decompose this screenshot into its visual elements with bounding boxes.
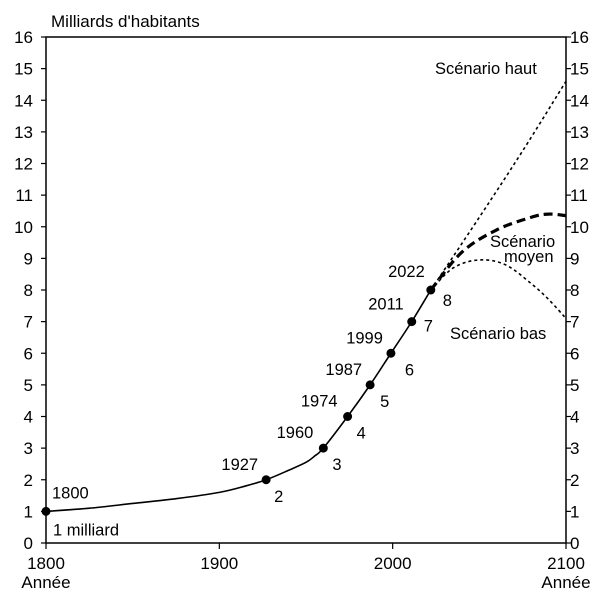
milestone-year-label: 1999 (346, 329, 383, 347)
milestone-point (261, 475, 271, 485)
annotation-scenario-moyen-line1: Scénario (490, 233, 555, 251)
y-tick-label-right: 4 (570, 408, 579, 427)
y-tick-label-left: 11 (15, 186, 33, 205)
milestone-year-label: 2022 (388, 263, 425, 281)
y-tick-label-right: 7 (570, 313, 579, 332)
y-tick-label-right: 8 (570, 281, 579, 300)
milestone-value-label: 8 (443, 292, 452, 310)
series-sc-nario-bas (430, 259, 567, 319)
x-tick-label: 1800 (27, 554, 65, 573)
milestone-point (365, 380, 375, 390)
y-tick-label-right: 3 (570, 439, 579, 458)
y-tick-label-right: 5 (570, 376, 579, 395)
plot-frame (45, 36, 567, 544)
y-tick-label-left: 7 (24, 313, 33, 332)
y-tick-label-right: 9 (570, 249, 579, 268)
series-lines (45, 80, 567, 513)
milestone-point (407, 317, 417, 327)
series-sc-nario-moyen (429, 212, 567, 292)
milestone-value-label: 1 milliard (53, 521, 119, 539)
y-tick-label-left: 5 (24, 376, 33, 395)
x-axis-label: Année (541, 573, 590, 592)
milestone-value-label: 2 (274, 488, 283, 506)
y-tick-label-left: 13 (14, 123, 33, 142)
milestone-point (386, 348, 396, 358)
milestone-value-label: 4 (357, 425, 366, 443)
annotation-scenario-moyen-line2: moyen (504, 248, 554, 266)
annotation-scenario-haut: Scénario haut (435, 60, 537, 78)
y-tick-label-right: 14 (570, 91, 589, 110)
y-tick-label-left: 6 (24, 344, 33, 363)
milestone-year-label: 1927 (221, 456, 258, 474)
milestone-point (343, 412, 353, 421)
series-historical (45, 289, 432, 513)
annotation-scenario-bas: Scénario bas (450, 325, 546, 343)
milestone-year-label: 1974 (301, 393, 338, 411)
y-tick-label-right: 11 (570, 186, 588, 205)
y-tick-label-right: 10 (570, 218, 589, 237)
y-tick-label-left: 14 (14, 91, 33, 110)
y-tick-label-right: 12 (570, 155, 589, 174)
y-tick-label-left: 12 (14, 155, 33, 174)
y-tick-label-left: 2 (24, 471, 33, 490)
y-tick-label-right: 1 (570, 502, 579, 521)
y-tick-label-right: 0 (570, 534, 579, 553)
milestone-value-label: 6 (405, 361, 414, 379)
y-tick-label-left: 16 (14, 28, 33, 47)
milestone-year-label: 2011 (368, 296, 403, 314)
y-tick-label-left: 0 (24, 534, 33, 553)
milestone-year-label: 1800 (52, 484, 89, 502)
milestone-value-label: 3 (332, 456, 341, 474)
milestone-point (41, 506, 51, 516)
y-tick-label-left: 8 (24, 281, 33, 300)
milestone-value-label: 7 (424, 318, 433, 336)
series-sc-nario-haut (430, 80, 567, 291)
x-tick-label: 2000 (374, 554, 412, 573)
milestone-year-label: 1987 (325, 361, 362, 379)
milestone-point (426, 285, 436, 295)
y-tick-label-left: 4 (24, 408, 33, 427)
x-axis-label: Année (21, 573, 70, 592)
milestone-year-label: 1960 (277, 424, 314, 442)
y-tick-label-right: 6 (570, 344, 579, 363)
x-tick-label: 2100 (547, 554, 585, 573)
y-tick-label-left: 3 (24, 439, 33, 458)
milestone-labels: 1800 1 milliard 1927 2 1960 3 1974 4 1987 5 1999 6 2… (52, 263, 452, 539)
y-tick-label-left: 15 (14, 60, 33, 79)
y-tick-label-left: 9 (24, 249, 33, 268)
chart-title: Milliards d'habitants (51, 12, 200, 31)
y-tick-label-right: 2 (570, 471, 579, 490)
y-tick-label-right: 13 (570, 123, 589, 142)
x-tick-label: 1900 (200, 554, 238, 573)
milestone-point (318, 443, 328, 453)
y-tick-label-right: 15 (570, 60, 589, 79)
y-tick-label-left: 10 (14, 218, 33, 237)
y-tick-label-left: 1 (24, 502, 33, 521)
milestone-value-label: 5 (380, 393, 389, 411)
milestone-points (41, 285, 436, 516)
y-tick-label-right: 16 (570, 28, 589, 47)
